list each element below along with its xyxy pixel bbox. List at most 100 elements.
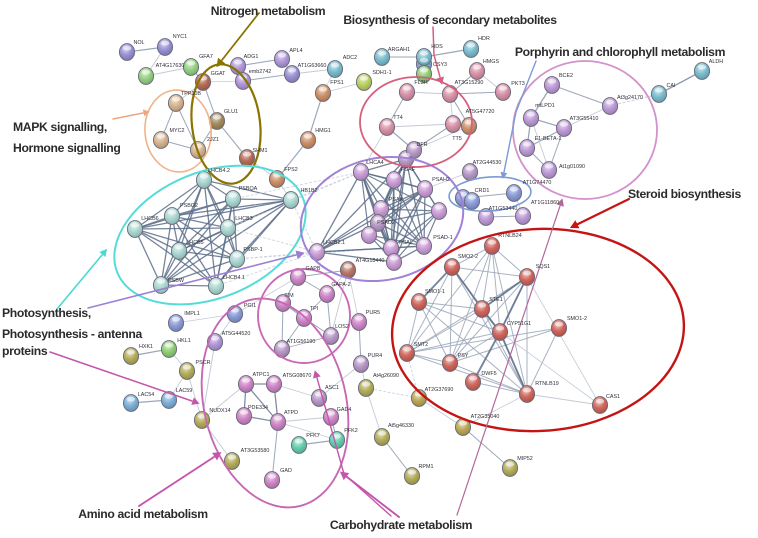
svg-text:GAPB: GAPB bbox=[306, 266, 321, 272]
svg-text:GLU1: GLU1 bbox=[224, 109, 238, 115]
svg-text:ADC2: ADC2 bbox=[343, 55, 357, 61]
svg-text:At5g46330: At5g46330 bbox=[388, 423, 414, 429]
svg-text:PSAD-1: PSAD-1 bbox=[433, 235, 452, 241]
svg-text:Porphyrin and chlorophyll meta: Porphyrin and chlorophyll metabolism bbox=[515, 45, 726, 59]
svg-text:LHCB4.1: LHCB4.1 bbox=[223, 275, 245, 281]
svg-text:PSAF: PSAF bbox=[401, 167, 416, 173]
svg-text:LHCB3: LHCB3 bbox=[235, 216, 252, 222]
svg-text:MIP52: MIP52 bbox=[517, 456, 533, 462]
svg-text:PDE334: PDE334 bbox=[248, 405, 268, 411]
svg-text:PSAL: PSAL bbox=[399, 240, 413, 246]
svg-text:DWF5: DWF5 bbox=[481, 371, 496, 377]
svg-text:LHCB5: LHCB5 bbox=[186, 240, 203, 246]
svg-text:FPS2: FPS2 bbox=[284, 167, 297, 173]
svg-text:FPS1: FPS1 bbox=[330, 80, 343, 86]
svg-text:PSBP-1: PSBP-1 bbox=[243, 247, 262, 253]
svg-text:AT4G17630: AT4G17630 bbox=[156, 63, 185, 69]
svg-text:SMO2-2: SMO2-2 bbox=[458, 254, 478, 260]
svg-text:2JZ1: 2JZ1 bbox=[207, 137, 219, 143]
svg-text:mtLPD1: mtLPD1 bbox=[535, 103, 554, 109]
svg-text:HMG1: HMG1 bbox=[315, 128, 331, 134]
svg-text:AT3G55410: AT3G55410 bbox=[570, 116, 599, 122]
svg-text:GFA7: GFA7 bbox=[199, 54, 213, 60]
svg-text:AT1G56190: AT1G56190 bbox=[287, 339, 316, 345]
svg-text:APL4: APL4 bbox=[289, 48, 302, 54]
svg-text:TPP10B: TPP10B bbox=[181, 91, 201, 97]
svg-text:TT4: TT4 bbox=[393, 115, 403, 121]
svg-text:PSBQA: PSBQA bbox=[239, 186, 258, 192]
svg-text:At3g24170: At3g24170 bbox=[617, 95, 643, 101]
svg-text:proteins: proteins bbox=[2, 344, 48, 358]
svg-text:HKL1: HKL1 bbox=[177, 338, 191, 344]
svg-text:PSBO2: PSBO2 bbox=[180, 203, 198, 209]
svg-text:ALDH: ALDH bbox=[709, 59, 723, 65]
svg-text:AT4G18440: AT4G18440 bbox=[356, 258, 385, 264]
svg-text:RTNLB24: RTNLB24 bbox=[498, 233, 522, 239]
svg-text:ADG1: ADG1 bbox=[244, 54, 259, 60]
svg-text:PGI1: PGI1 bbox=[244, 303, 256, 309]
svg-text:AT1G63660: AT1G63660 bbox=[298, 63, 327, 69]
svg-text:AT3G15290: AT3G15290 bbox=[455, 80, 484, 86]
svg-text:MAPK signalling,: MAPK signalling, bbox=[13, 120, 107, 134]
svg-text:E1-BETA-1: E1-BETA-1 bbox=[535, 136, 562, 142]
svg-text:GAD: GAD bbox=[280, 468, 292, 474]
svg-text:DFR: DFR bbox=[416, 142, 427, 148]
svg-text:AT1G11860: AT1G11860 bbox=[531, 200, 559, 206]
svg-text:Photosynthesis,: Photosynthesis, bbox=[2, 306, 91, 320]
svg-text:AT1G74470: AT1G74470 bbox=[523, 180, 552, 186]
svg-text:SDH1-1: SDH1-1 bbox=[372, 70, 391, 76]
svg-text:Amino acid metabolism: Amino acid metabolism bbox=[78, 507, 208, 521]
svg-text:HB1B2: HB1B2 bbox=[300, 188, 317, 194]
svg-text:ATPD: ATPD bbox=[284, 410, 298, 416]
svg-text:AT1G53440: AT1G53440 bbox=[489, 206, 518, 212]
svg-text:CYP51G1: CYP51G1 bbox=[507, 321, 531, 327]
svg-text:PSAH2: PSAH2 bbox=[432, 177, 450, 183]
svg-text:CAS1: CAS1 bbox=[606, 394, 620, 400]
svg-text:PSAK: PSAK bbox=[389, 197, 404, 203]
svg-text:NUDX14: NUDX14 bbox=[209, 408, 230, 414]
svg-text:SMO1-1: SMO1-1 bbox=[425, 289, 445, 295]
svg-text:Hormone signalling: Hormone signalling bbox=[13, 141, 120, 155]
svg-text:TPI: TPI bbox=[310, 306, 318, 312]
svg-text:PSAD2: PSAD2 bbox=[377, 220, 395, 226]
svg-text:AT5G44520: AT5G44520 bbox=[222, 331, 251, 337]
svg-text:RTNLB19: RTNLB19 bbox=[535, 381, 559, 387]
svg-text:emb2742: emb2742 bbox=[249, 69, 271, 75]
svg-text:LHCB2.1: LHCB2.1 bbox=[323, 240, 345, 246]
svg-text:LAC54: LAC54 bbox=[138, 392, 154, 398]
svg-text:HDR: HDR bbox=[478, 36, 490, 42]
svg-text:Steroid biosynthesis: Steroid biosynthesis bbox=[628, 187, 741, 201]
svg-text:SMO1-2: SMO1-2 bbox=[567, 316, 587, 322]
svg-text:PSBW: PSBW bbox=[168, 278, 185, 284]
svg-text:GGAT: GGAT bbox=[211, 71, 227, 77]
svg-text:AT2G35040: AT2G35040 bbox=[471, 414, 500, 420]
svg-text:SQS1: SQS1 bbox=[536, 264, 550, 270]
svg-text:TIM: TIM bbox=[284, 293, 294, 299]
svg-text:ATPC1: ATPC1 bbox=[253, 372, 270, 378]
svg-text:At1g01090: At1g01090 bbox=[559, 164, 585, 170]
svg-text:Carbohydrate metabolism: Carbohydrate metabolism bbox=[330, 518, 473, 532]
svg-text:AT2G44530: AT2G44530 bbox=[473, 160, 502, 166]
svg-text:PKT3: PKT3 bbox=[511, 81, 524, 87]
svg-text:LHCB6: LHCB6 bbox=[141, 216, 158, 222]
svg-text:AT3G53580: AT3G53580 bbox=[241, 448, 270, 454]
svg-text:TT5: TT5 bbox=[452, 136, 462, 142]
svg-text:LOS2: LOS2 bbox=[335, 324, 349, 330]
svg-text:CAI: CAI bbox=[667, 83, 676, 89]
svg-text:IMPL1: IMPL1 bbox=[184, 311, 200, 317]
svg-text:At4g26090: At4g26090 bbox=[373, 373, 399, 379]
svg-text:GAPA-2: GAPA-2 bbox=[331, 282, 350, 288]
svg-text:ARGAH1: ARGAH1 bbox=[388, 47, 410, 53]
svg-text:RPM1: RPM1 bbox=[419, 464, 434, 470]
svg-text:BCE2: BCE2 bbox=[559, 73, 573, 79]
svg-text:MYC2: MYC2 bbox=[170, 128, 185, 134]
svg-text:CSY3: CSY3 bbox=[433, 62, 447, 68]
svg-text:LHCB4.2: LHCB4.2 bbox=[208, 168, 230, 174]
svg-text:PUR5: PUR5 bbox=[366, 310, 380, 316]
svg-text:CRD1: CRD1 bbox=[475, 188, 490, 194]
svg-text:ASC1: ASC1 bbox=[325, 385, 339, 391]
svg-text:HXK1: HXK1 bbox=[139, 344, 153, 350]
svg-text:PSY: PSY bbox=[458, 353, 469, 359]
svg-text:STE1: STE1 bbox=[489, 297, 502, 303]
svg-text:NOL: NOL bbox=[133, 40, 144, 46]
